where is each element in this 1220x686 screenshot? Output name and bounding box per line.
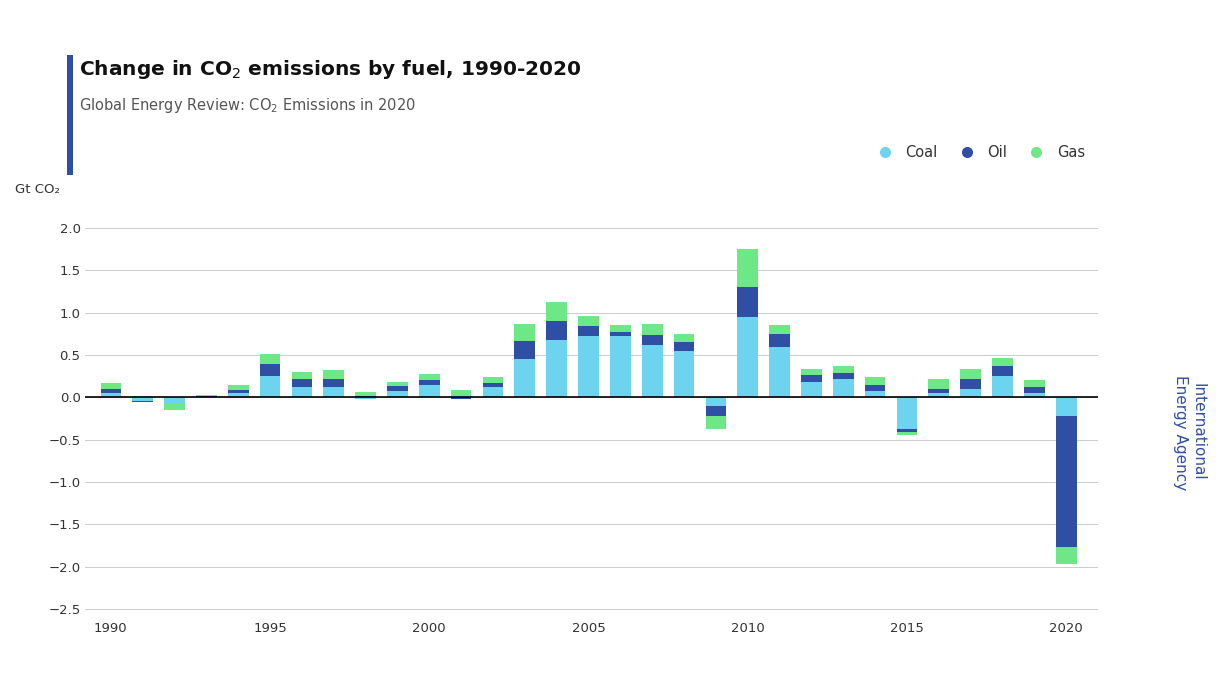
Bar: [928, 379, 949, 389]
Bar: [418, 374, 439, 380]
Bar: [132, 401, 152, 403]
Bar: [865, 392, 886, 397]
Bar: [515, 359, 536, 397]
Bar: [865, 377, 886, 386]
Bar: [100, 389, 121, 393]
Bar: [228, 386, 249, 390]
Bar: [387, 390, 407, 397]
Bar: [1024, 393, 1044, 397]
Bar: [355, 397, 376, 399]
Bar: [770, 325, 789, 334]
Bar: [292, 379, 312, 387]
Bar: [228, 393, 249, 397]
Bar: [960, 379, 981, 389]
Bar: [418, 380, 439, 385]
Bar: [292, 387, 312, 397]
Bar: [673, 334, 694, 342]
Bar: [705, 405, 726, 416]
Bar: [547, 303, 567, 321]
Bar: [387, 386, 407, 390]
Bar: [1024, 380, 1044, 387]
Bar: [451, 394, 471, 397]
Bar: [673, 351, 694, 397]
Bar: [1055, 397, 1076, 416]
Bar: [515, 340, 536, 359]
Bar: [165, 397, 185, 403]
Bar: [770, 346, 789, 397]
Bar: [737, 287, 758, 317]
Bar: [483, 383, 504, 387]
Text: Change in CO$_2$ emissions by fuel, 1990-2020: Change in CO$_2$ emissions by fuel, 1990…: [79, 58, 582, 82]
Text: Gt CO₂: Gt CO₂: [15, 182, 60, 196]
Bar: [260, 376, 281, 397]
Bar: [960, 389, 981, 397]
Bar: [897, 397, 917, 429]
Bar: [770, 334, 789, 346]
Bar: [323, 387, 344, 397]
Bar: [515, 324, 536, 340]
Bar: [673, 342, 694, 351]
Bar: [100, 393, 121, 397]
Bar: [260, 364, 281, 376]
Bar: [610, 336, 631, 397]
Bar: [705, 397, 726, 405]
Bar: [387, 382, 407, 386]
Bar: [323, 379, 344, 387]
Bar: [578, 336, 599, 397]
Bar: [260, 354, 281, 364]
Bar: [833, 379, 854, 397]
Bar: [165, 403, 185, 410]
Bar: [100, 383, 121, 389]
Bar: [1024, 387, 1044, 393]
Bar: [228, 390, 249, 393]
Text: Global Energy Review: CO$_2$ Emissions in 2020: Global Energy Review: CO$_2$ Emissions i…: [79, 96, 416, 115]
Bar: [928, 389, 949, 393]
Bar: [992, 366, 1013, 376]
Bar: [865, 386, 886, 392]
Bar: [547, 321, 567, 340]
Bar: [992, 376, 1013, 397]
Bar: [132, 397, 152, 401]
Bar: [355, 392, 376, 396]
Bar: [992, 357, 1013, 366]
Bar: [483, 387, 504, 397]
Bar: [802, 382, 822, 397]
Bar: [578, 326, 599, 336]
Bar: [737, 249, 758, 287]
Legend: Coal, Oil, Gas: Coal, Oil, Gas: [865, 139, 1091, 166]
Bar: [196, 394, 217, 397]
Bar: [610, 325, 631, 332]
Bar: [642, 324, 662, 335]
Bar: [610, 332, 631, 336]
Bar: [547, 340, 567, 397]
Bar: [642, 345, 662, 397]
Bar: [451, 390, 471, 394]
Bar: [1055, 547, 1076, 564]
Bar: [802, 375, 822, 382]
Bar: [292, 372, 312, 379]
Bar: [323, 370, 344, 379]
Bar: [802, 369, 822, 375]
Bar: [483, 377, 504, 383]
Bar: [355, 396, 376, 397]
Bar: [705, 416, 726, 429]
Bar: [451, 397, 471, 399]
Bar: [642, 335, 662, 345]
Bar: [960, 368, 981, 379]
Text: International
Energy Agency: International Energy Agency: [1174, 375, 1205, 490]
Bar: [833, 366, 854, 372]
Bar: [897, 432, 917, 434]
Bar: [578, 316, 599, 326]
Bar: [1055, 416, 1076, 547]
Bar: [833, 372, 854, 379]
Bar: [737, 317, 758, 397]
Bar: [897, 429, 917, 432]
Bar: [928, 393, 949, 397]
Bar: [418, 385, 439, 397]
